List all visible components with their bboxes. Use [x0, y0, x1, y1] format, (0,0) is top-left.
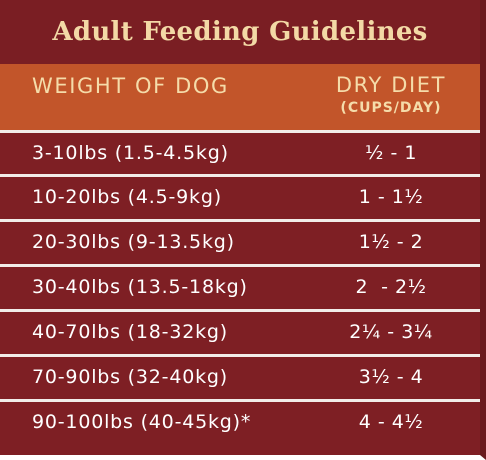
- weight-cell: 20-30lbs (9-13.5kg): [32, 231, 235, 253]
- cups-cell: 1 - 1½: [358, 186, 424, 208]
- weight-cell: 10-20lbs (4.5-9kg): [32, 186, 222, 208]
- table-row: 20-30lbs (9-13.5kg) 1½ - 2: [0, 222, 480, 263]
- cups-cell: 3½ - 4: [358, 366, 424, 388]
- table-row: 10-20lbs (4.5-9kg) 1 - 1½: [0, 177, 480, 218]
- table-row: 90-100lbs (40-45kg)* 4 - 4½: [0, 402, 480, 443]
- row-divider: [0, 309, 480, 312]
- table-header: WEIGHT OF DOG DRY DIET (CUPS/DAY): [0, 64, 480, 130]
- table-row: 30-40lbs (13.5-18kg) 2 - 2½: [0, 267, 480, 308]
- table-row: 70-90lbs (32-40kg) 3½ - 4: [0, 357, 480, 398]
- weight-cell: 30-40lbs (13.5-18kg): [32, 276, 248, 298]
- column-header-unit: (CUPS/DAY): [340, 100, 442, 116]
- row-divider: [0, 264, 480, 267]
- cups-cell: 1½ - 2: [358, 231, 424, 253]
- row-divider: [0, 399, 480, 402]
- weight-cell: 90-100lbs (40-45kg)*: [32, 411, 252, 433]
- cups-cell: 4 - 4½: [358, 411, 424, 433]
- table-row: 40-70lbs (18-32kg) 2¼ - 3¼: [0, 312, 480, 353]
- weight-cell: 3-10lbs (1.5-4.5kg): [32, 142, 229, 164]
- column-header-dry-diet: DRY DIET: [335, 73, 447, 97]
- row-divider: [0, 219, 480, 222]
- weight-cell: 70-90lbs (32-40kg): [32, 366, 228, 388]
- row-divider: [0, 354, 480, 357]
- row-divider: [0, 174, 480, 177]
- column-header-weight: WEIGHT OF DOG: [32, 74, 229, 98]
- row-divider: [0, 130, 480, 133]
- cups-cell: 2 - 2½: [355, 276, 427, 298]
- cups-cell: ½ - 1: [365, 142, 417, 164]
- page-title: Adult Feeding Guidelines: [0, 0, 480, 64]
- weight-cell: 40-70lbs (18-32kg): [32, 321, 228, 343]
- table-row: 3-10lbs (1.5-4.5kg) ½ - 1: [0, 133, 480, 174]
- cups-cell: 2¼ - 3¼: [349, 321, 433, 343]
